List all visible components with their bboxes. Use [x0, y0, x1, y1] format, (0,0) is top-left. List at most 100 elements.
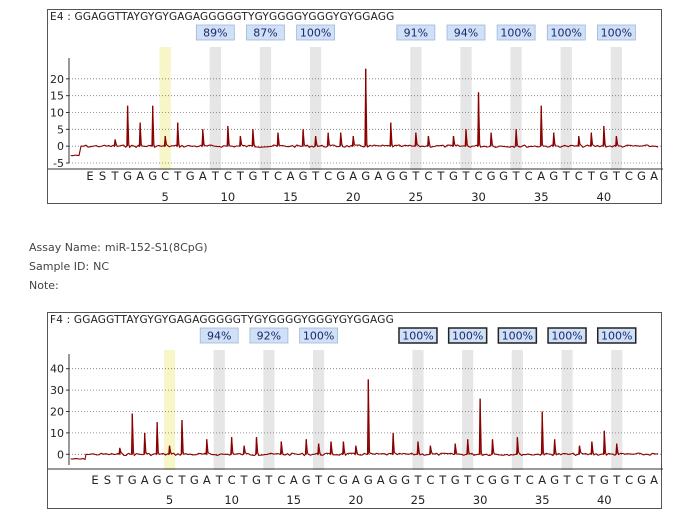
dispensation-letter: G: [499, 169, 508, 183]
dispensation-letter: E: [86, 169, 93, 183]
methylation-box: [296, 24, 336, 41]
position-tick-label: 25: [409, 190, 424, 204]
dispensation-letter: G: [599, 169, 608, 183]
note: Note:: [29, 279, 63, 292]
y-tick-label: 10: [50, 107, 64, 120]
dispensation-letter: T: [111, 169, 120, 183]
dispensation-letter: G: [487, 169, 496, 183]
methylation-box: [496, 24, 536, 41]
methylation-label: 100%: [303, 330, 334, 343]
methylation-label: 100%: [551, 27, 582, 40]
dispensation-letter: T: [461, 169, 470, 183]
methylation-label: 87%: [253, 27, 277, 40]
sequence-label-e4: E4 : GGAGGTTAYGYGYGAGAGGGGGTYGYGGGGYGGGY…: [50, 11, 395, 23]
methylation-label: 100%: [300, 27, 331, 40]
sample-id-value: NC: [93, 260, 110, 273]
position-tick-label: 5: [166, 493, 173, 507]
dispensation-letter: A: [203, 473, 211, 487]
cpg-band: [410, 47, 422, 170]
dispensation-letter: C: [277, 473, 285, 487]
dispensation-letter: T: [563, 473, 572, 487]
y-tick-label: 0: [57, 448, 64, 461]
assay-name: Assay Name: miR-152-S1(8CpG): [29, 241, 208, 254]
dispensation-letter: C: [526, 473, 534, 487]
cpg-band: [611, 350, 623, 470]
dispensation-letter: A: [377, 473, 385, 487]
methylation-box: [446, 24, 486, 41]
methylation-box: [547, 327, 587, 344]
dispensation-letter: T: [177, 473, 186, 487]
methylation-box: [199, 327, 239, 344]
dispensation-letter: A: [650, 169, 658, 183]
dispensation-letter: A: [650, 473, 658, 487]
dispensation-letter: T: [211, 169, 220, 183]
dispensation-letter: A: [374, 169, 382, 183]
methylation-box: [396, 24, 436, 41]
dispensation-letter: C: [525, 169, 533, 183]
methylation-label: 89%: [203, 27, 227, 40]
dispensation-letter: G: [302, 473, 311, 487]
dispensation-letter: G: [252, 473, 261, 487]
dispensation-letter: T: [264, 473, 273, 487]
y-tick-label: 20: [50, 73, 64, 86]
position-tick-label: 25: [411, 493, 426, 507]
dispensation-letter: G: [153, 473, 162, 487]
dispensation-letter: C: [166, 473, 174, 487]
methylation-label: 100%: [500, 27, 531, 40]
y-tick-label: -5: [53, 157, 64, 170]
dispensation-letter: G: [449, 169, 458, 183]
y-tick-label: 30: [50, 384, 64, 397]
methylation-box: [497, 327, 538, 344]
dispensation-letter: T: [612, 473, 621, 487]
dispensation-letter: G: [148, 169, 157, 183]
dispensation-letter: T: [513, 473, 522, 487]
y-tick-label: 10: [50, 427, 64, 440]
dispensation-letter: T: [463, 473, 472, 487]
dispensation-letter: T: [173, 169, 182, 183]
dispensation-letter: C: [575, 169, 583, 183]
position-tick-label: 35: [534, 190, 549, 204]
methylation-label: 100%: [452, 330, 483, 343]
dispensation-letter: G: [399, 169, 408, 183]
y-tick-label: 40: [50, 363, 64, 376]
y-tick-label: 20: [50, 406, 64, 419]
dispensation-letter: T: [240, 473, 249, 487]
dispensation-letter: C: [161, 169, 169, 183]
methylation-label: 100%: [502, 330, 533, 343]
position-tick-label: 10: [221, 190, 236, 204]
position-tick-label: 30: [471, 190, 486, 204]
highlight-band: [159, 47, 171, 170]
methylation-label: 91%: [404, 27, 428, 40]
dispensation-letter: T: [236, 169, 245, 183]
position-tick-label: 20: [349, 493, 364, 507]
dispensation-letter: T: [215, 473, 224, 487]
dispensation-letter: T: [314, 473, 323, 487]
dispensation-letter: A: [537, 169, 545, 183]
position-tick-label: 40: [597, 190, 612, 204]
pyrogram-chart-f4: 0 10 20 30 40 94% 92% 100% 100% 100% 100% 100% 100% E…: [48, 327, 663, 507]
dispensation-letter: G: [128, 473, 137, 487]
cpg-band: [259, 47, 272, 170]
dispensation-letter: T: [115, 473, 124, 487]
position-tick-label: 15: [283, 190, 298, 204]
methylation-label: 100%: [402, 330, 433, 343]
dispensation-letter: A: [290, 473, 298, 487]
cpg-band: [560, 47, 572, 170]
methylation-box: [299, 327, 339, 344]
dispensation-letter: C: [625, 169, 633, 183]
dispensation-letter: C: [274, 169, 282, 183]
sample-id-label: Sample ID:: [29, 260, 90, 273]
dispensation-letter: A: [352, 473, 360, 487]
dispensation-letter: G: [549, 169, 558, 183]
assay-name-value: miR-152-S1(8CpG): [104, 241, 208, 254]
position-tick-label: 30: [473, 493, 488, 507]
cpg-band: [412, 350, 424, 470]
cpg-band: [460, 47, 472, 170]
cpg-band: [263, 350, 275, 470]
dispensation-letter: T: [438, 473, 447, 487]
dispensation-letter: G: [190, 473, 199, 487]
dispensation-letter: G: [637, 473, 646, 487]
dispensation-letter: T: [587, 169, 596, 183]
dispensation-letter: T: [512, 169, 521, 183]
methylation-box: [447, 327, 488, 344]
